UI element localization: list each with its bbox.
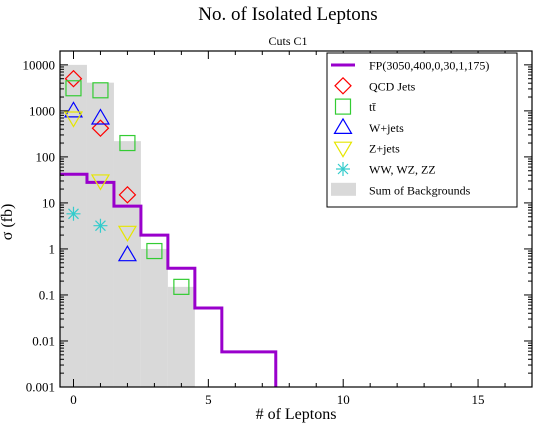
x-tick-label: 15 [472,392,485,407]
y-tick-label: 1 [49,241,56,256]
data-point-triangle-down [117,225,137,242]
data-point-square [173,278,190,295]
histogram-bar [113,141,141,387]
y-tick-label: 100 [36,149,56,164]
data-point-triangle-up [117,245,137,262]
data-point-square [92,82,109,99]
y-tick-label: 1000 [29,103,55,118]
histogram-bar [167,286,195,387]
data-point-diamond [91,119,110,138]
data-point-triangle-up [90,108,111,125]
legend-swatch-diamond [334,76,352,95]
data-point-asterisk [66,206,81,221]
histogram-bar [86,82,114,387]
y-tick-label: 0.01 [32,333,55,348]
legend-label: QCD Jets [369,79,416,93]
data-point-square [119,134,136,152]
data-point-square [65,80,82,97]
legend-label: Z+jets [369,142,400,156]
y-tick-label: 10000 [23,57,56,72]
data-markers [63,69,190,295]
histogram-bar [140,248,168,387]
signal-step-line [60,172,278,387]
legend-swatch-triangle-down [333,141,353,158]
legend-label: W+jets [369,121,404,135]
chart-title: No. of Isolated Leptons [198,4,377,25]
data-point-diamond [118,185,137,204]
data-point-diamond [64,69,83,88]
signal-step-path [60,172,278,387]
legend-label: FP(3050,400,0,30,1,175) [369,59,489,73]
legend-label: Sum of Backgrounds [369,183,471,197]
legend-swatch-square [334,98,352,115]
background-histogram [60,64,195,388]
x-axis-label: # of Leptons [256,406,337,423]
legend-swatch-fill [331,182,356,196]
histogram-bar [60,64,87,388]
legend-box [326,52,518,208]
y-tick-label: 0.1 [39,287,55,302]
legend-label: tt̄ [369,100,376,114]
y-tick-label: 0.001 [26,380,55,395]
x-tick-label: 0 [70,392,77,407]
axis-ticks: 0 5 10 15 0.001 0.01 0.1 1 10 100 1000 10000 [23,50,533,407]
x-tick-label: 10 [337,392,350,407]
plot-frame [59,50,533,388]
legend-swatch-triangle-up [333,117,353,134]
data-point-triangle-down [63,111,84,128]
data-point-triangle-down [90,174,111,191]
legend-label: WW, WZ, ZZ [369,163,436,177]
data-point-asterisk [93,218,108,233]
data-point-square [146,242,163,260]
chart-subtitle: Cuts C1 [268,34,307,48]
legend-swatch-asterisk [336,162,350,176]
y-axis-label: σ (fb) [0,204,16,241]
legend: FP(3050,400,0,30,1,175) QCD Jets tt̄ W+jets… [331,59,489,197]
data-point-triangle-up [63,101,84,118]
x-tick-label: 5 [205,392,212,407]
y-tick-label: 10 [42,195,55,210]
